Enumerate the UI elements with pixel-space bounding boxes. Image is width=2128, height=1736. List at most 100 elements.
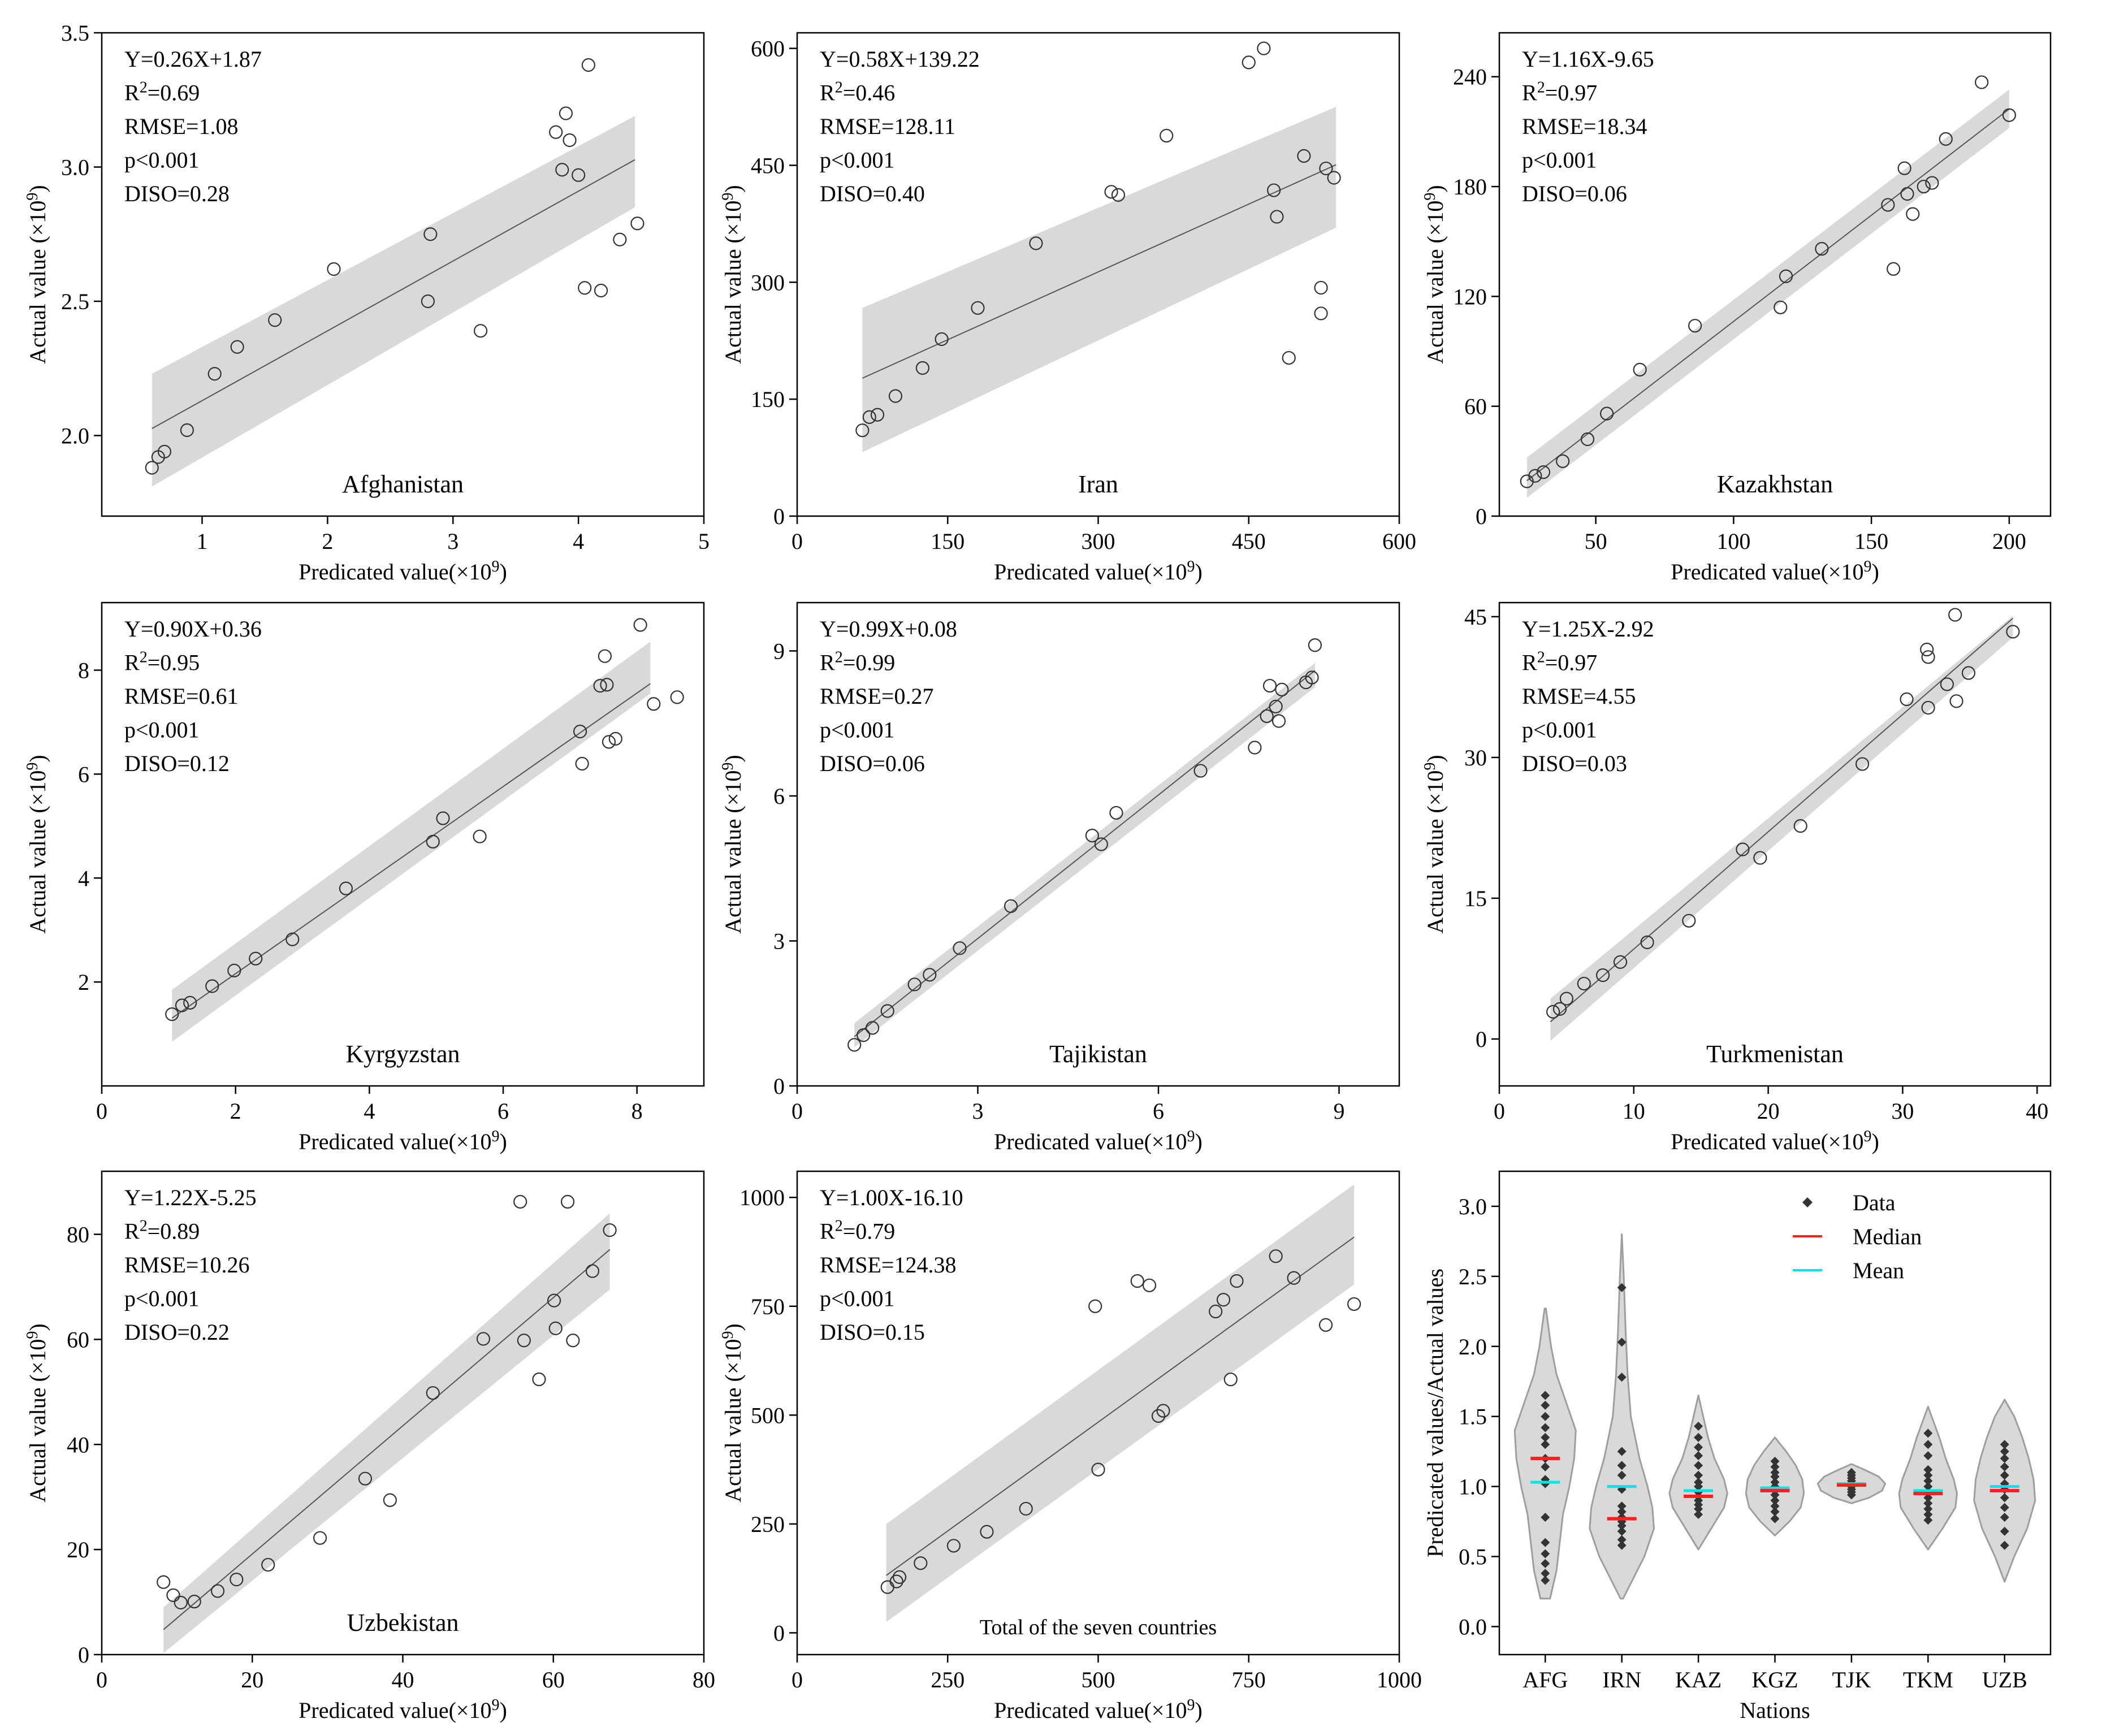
diso-label: DISO=0.06: [820, 751, 925, 776]
scatter-panel: 1 2 3 4 5 2.0 2.5 3.0 3.5 Y=0.26X+1.87 R2=0.69 RMSE…: [24, 20, 710, 585]
y-tick-label: 9: [773, 639, 785, 664]
p-value-label: p<0.001: [820, 1286, 895, 1311]
data-point: [1975, 75, 1989, 89]
data-point: [175, 998, 189, 1012]
violin-data-point: [1770, 1462, 1780, 1471]
y-tick-label: 4: [78, 865, 89, 891]
x-tick-label: 750: [1232, 1667, 1266, 1692]
r-squared-label: R2=0.79: [820, 1218, 895, 1244]
data-point: [2006, 625, 2020, 639]
x-tick-label: 1: [197, 529, 208, 554]
data-point: [473, 829, 487, 843]
x-tick-label: TJK: [1832, 1667, 1871, 1692]
y-tick-label: 3: [773, 929, 785, 954]
data-point: [1319, 161, 1333, 176]
violin-data-point: [1770, 1467, 1780, 1477]
data-point: [1297, 149, 1311, 163]
violin-data-point: [1617, 1535, 1627, 1544]
data-point: [1900, 187, 1914, 201]
panel-title: Kyrgyzstan: [345, 1040, 460, 1068]
y-tick-label: 2.0: [1459, 1334, 1487, 1360]
violin-data-point: [1617, 1283, 1627, 1292]
x-axis-label: Nations: [1740, 1698, 1810, 1723]
violin-data-point: [2000, 1470, 2009, 1480]
x-tick-label: 30: [1891, 1098, 1914, 1124]
violin-data-point: [2000, 1540, 2009, 1550]
x-tick-label: 200: [1992, 529, 2026, 554]
legend-data-marker: [1802, 1197, 1813, 1207]
y-tick-label: 40: [67, 1432, 89, 1457]
data-point: [1556, 454, 1570, 468]
data-point: [633, 618, 647, 632]
data-point: [1779, 269, 1793, 283]
data-point: [1257, 41, 1271, 55]
y-tick-label: 0: [78, 1642, 89, 1668]
violin-data-point: [1694, 1443, 1703, 1452]
y-axis-label: Actual value (×109): [24, 1323, 50, 1502]
y-tick-label: 250: [751, 1512, 785, 1537]
data-point: [421, 294, 435, 309]
x-tick-label: UZB: [1982, 1667, 2027, 1692]
data-point: [602, 735, 616, 749]
fit-line: [886, 1236, 1355, 1576]
data-point: [1151, 1409, 1166, 1423]
x-tick-label: 4: [573, 529, 584, 554]
data-point: [261, 1557, 275, 1572]
data-point: [559, 106, 573, 120]
data-point: [1104, 185, 1118, 199]
x-tick-label: 0: [791, 529, 803, 554]
y-tick-label: 3.0: [1459, 1194, 1487, 1219]
data-point: [1019, 1501, 1033, 1516]
data-point: [230, 340, 244, 354]
p-value-label: p<0.001: [1522, 148, 1597, 173]
data-point: [1308, 638, 1322, 652]
data-point: [227, 963, 241, 978]
x-tick-label: 0: [1494, 1098, 1505, 1124]
x-tick-label: 10: [1623, 1098, 1645, 1124]
data-point: [1682, 914, 1696, 928]
legend-data-label: Data: [1853, 1190, 1896, 1215]
violin-data-point: [1541, 1400, 1550, 1410]
data-point: [1160, 128, 1174, 143]
fit-line: [163, 1249, 611, 1630]
plot-frame: [1498, 601, 2052, 1087]
equation-label: Y=1.16X-9.65: [1522, 46, 1654, 72]
p-value-label: p<0.001: [124, 717, 200, 743]
data-point: [907, 977, 922, 992]
plot-frame: [101, 32, 705, 517]
x-tick-label: 20: [241, 1667, 263, 1692]
y-tick-label: 500: [751, 1402, 785, 1428]
y-axis-label: Actual value (×109): [24, 185, 50, 363]
x-tick-label: 60: [542, 1667, 565, 1692]
data-point: [205, 979, 219, 993]
y-tick-label: 45: [1464, 604, 1487, 630]
y-tick-label: 80: [67, 1222, 89, 1248]
scatter-panel: 0 10 20 30 40 0 15 30 45 Y=1.25X-2.92 R2=0.97 RMSE=…: [1421, 601, 2052, 1154]
x-axis-label: Predicated value(×109): [299, 1696, 507, 1723]
data-point: [1736, 842, 1750, 856]
data-point: [165, 1007, 179, 1021]
fit-line: [171, 683, 651, 1019]
confidence-band: [854, 663, 1315, 1047]
r-squared-label: R2=0.46: [820, 79, 895, 106]
data-point: [1559, 992, 1574, 1006]
data-point: [1920, 642, 1934, 657]
violin-data-point: [1541, 1513, 1550, 1522]
r-squared-label: R2=0.89: [124, 1218, 200, 1244]
data-point: [1774, 300, 1788, 314]
data-point: [1085, 829, 1099, 843]
data-point: [207, 367, 222, 381]
p-value-label: p<0.001: [1522, 717, 1597, 743]
y-tick-label: 6: [773, 783, 785, 809]
rmse-label: RMSE=1.08: [124, 114, 238, 139]
y-axis-label: Actual value (×109): [1421, 755, 1448, 933]
y-tick-label: 2: [78, 969, 89, 995]
data-point: [1580, 432, 1595, 447]
violin-data-point: [1694, 1461, 1703, 1470]
rmse-label: RMSE=4.55: [1522, 683, 1636, 709]
plot-frame: [1498, 1170, 2052, 1656]
data-point: [1193, 764, 1208, 778]
rmse-label: RMSE=124.38: [820, 1252, 956, 1278]
y-tick-label: 0: [773, 1620, 785, 1646]
